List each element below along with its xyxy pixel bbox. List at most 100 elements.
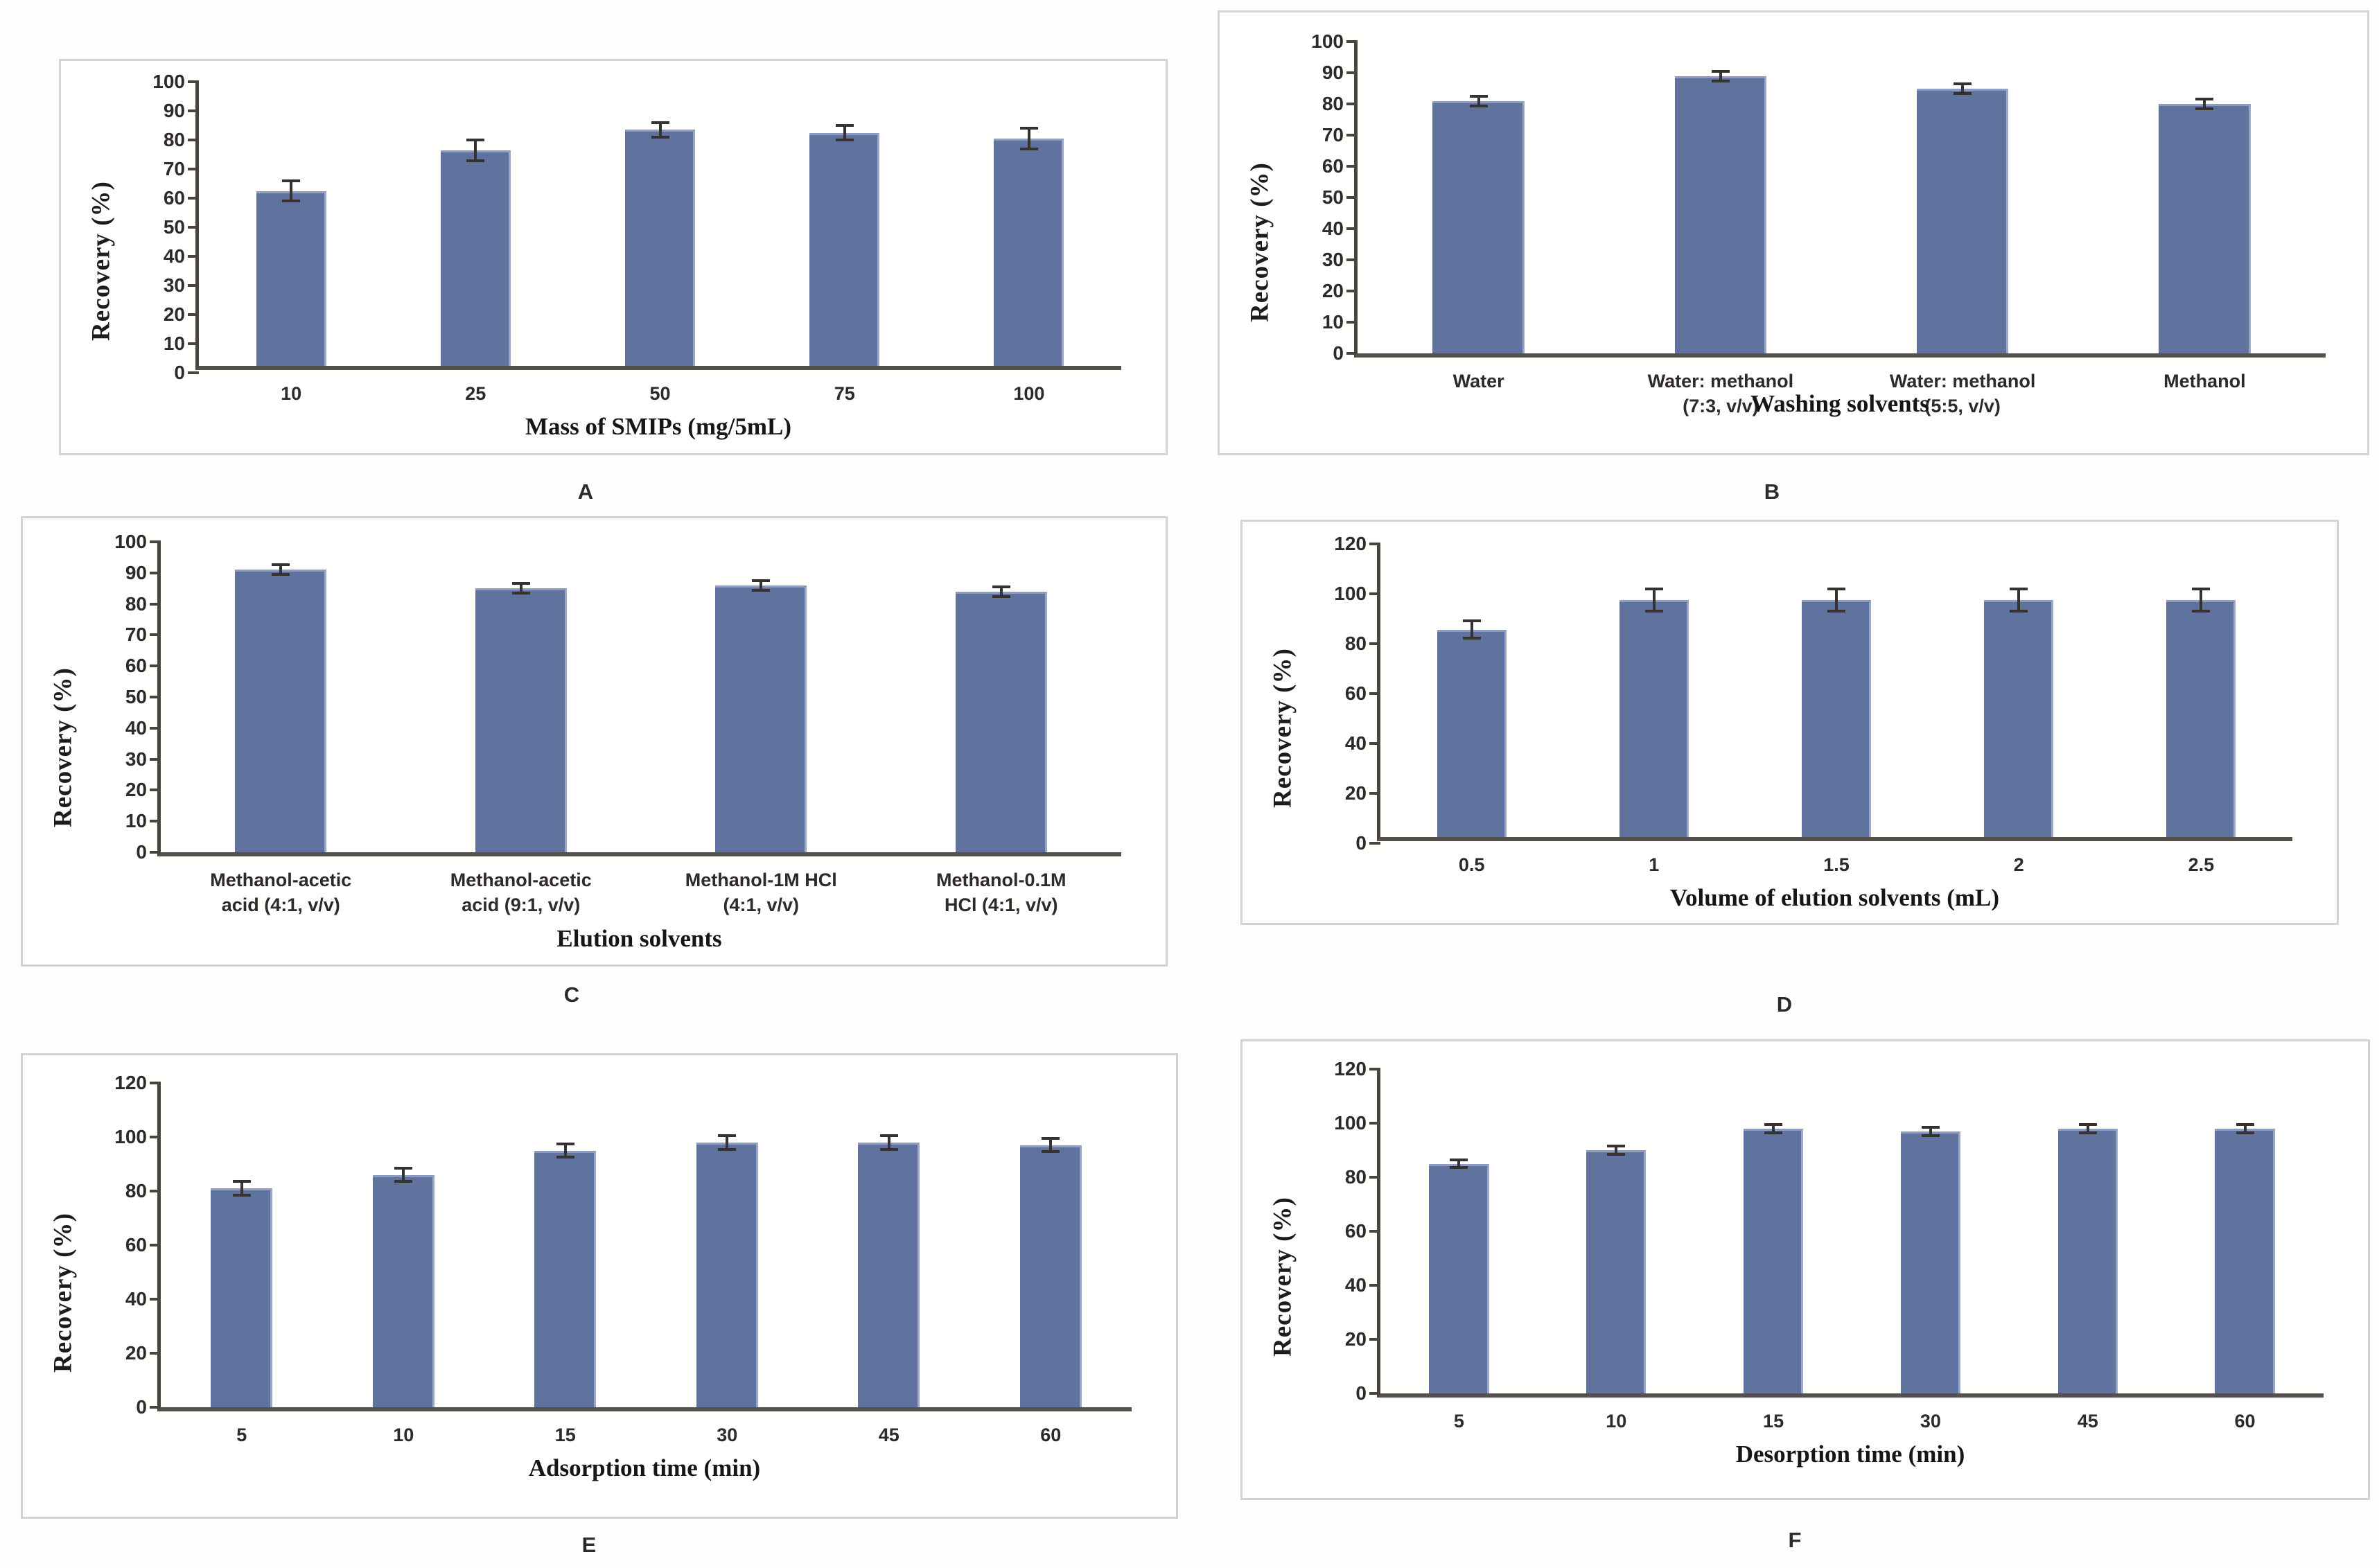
y-tick-label: 30 (125, 748, 147, 770)
bar-slot (1358, 42, 1599, 353)
y-tick-mark (1346, 71, 1358, 74)
x-category-label: 0.5 (1458, 854, 1485, 875)
x-category-row: 5 10 15 30 45 60 (161, 1411, 1132, 1447)
x-category-row: 0.5 1 1.5 2 2.5 (1380, 841, 2292, 877)
error-bar (752, 579, 771, 592)
bar-slot (484, 1083, 647, 1407)
y-tick-mark (1346, 134, 1358, 136)
y-tick-mark (150, 1298, 161, 1301)
y-tick-mark (1346, 258, 1358, 261)
error-bar (272, 563, 290, 576)
y-tick-label: 60 (1344, 682, 1367, 704)
y-tick-mark (1369, 1338, 1380, 1341)
x-category-row: Methanol-acetic acid (4:1, v/v) Methanol-… (161, 856, 1121, 918)
y-tick-mark (1369, 742, 1380, 745)
error-bar (282, 179, 301, 203)
y-tick-label: 50 (125, 686, 147, 707)
error-bar (2195, 98, 2214, 110)
bar-slot (2084, 42, 2326, 353)
bar-methanol-0-1m (955, 591, 1047, 852)
error-bar (1450, 1158, 1468, 1170)
y-tick-label: 0 (1355, 1382, 1367, 1404)
error-bar (466, 138, 485, 162)
x-category-label: 45 (2077, 1411, 2098, 1432)
y-tick-mark (188, 139, 199, 141)
y-tick-label: 10 (1322, 311, 1344, 333)
y-tick-mark (188, 80, 199, 83)
y-tick-label: 10 (163, 333, 185, 354)
y-tick-mark (1369, 792, 1380, 795)
bar-slot (753, 82, 937, 366)
y-tick-mark (1369, 1284, 1380, 1287)
chart-e: Recovery (%) 0 20 40 60 80 100 120 5 10 15 30 45 60 Ad… (41, 1072, 1152, 1503)
x-axis-title: Volume of elution solvents (mL) (1669, 884, 2000, 911)
plot-wrap: 0 20 40 60 80 100 120 5 10 15 30 45 60 Adsorption tim… (114, 1072, 1132, 1503)
panel-e-letter: E (581, 1533, 597, 1557)
bar-75 (809, 132, 880, 366)
x-category-label: 2.5 (2188, 854, 2215, 875)
chart-f: Recovery (%) 0 20 40 60 80 100 120 5 10 15 30 45 60 De… (1261, 1058, 2344, 1484)
y-tick-label: 10 (125, 810, 147, 832)
y-tick-mark (188, 342, 199, 345)
x-category-row: Water Water: methanol (7:3, v/v) Water: me… (1358, 358, 2326, 419)
y-tick-label: 20 (1344, 782, 1367, 804)
error-bar (232, 1180, 251, 1197)
y-tick-mark (150, 1244, 161, 1247)
chart-b: Recovery (%) 0 10 20 30 40 50 60 70 80 90 100 Water W… (1238, 30, 2346, 443)
bar-100 (994, 138, 1064, 366)
bar-2-5 (2166, 599, 2236, 837)
bar-slot (1563, 544, 1745, 837)
y-tick-mark (150, 571, 161, 574)
x-category-label: 30 (717, 1425, 738, 1445)
y-tick-label: 100 (1311, 30, 1344, 52)
x-category-label: 75 (834, 382, 855, 404)
y-tick-label: 20 (125, 1342, 147, 1364)
bar-slot (2166, 1069, 2324, 1393)
y-tick-mark (1369, 543, 1380, 545)
x-category-label: Water: methanol (5:5, v/v) (1889, 371, 2036, 417)
bar-slot (161, 1083, 323, 1407)
bar-slot (1538, 1069, 1695, 1393)
y-tick-mark (188, 255, 199, 258)
error-bar (2010, 587, 2028, 613)
plot-wrap: 0 20 40 60 80 100 120 0.5 1 1.5 2 2.5 Volume of elut… (1334, 533, 2292, 912)
x-axis-title: Mass of SMIPs (mg/5mL) (525, 413, 791, 440)
x-category-label: Water: methanol (7:3, v/v) (1647, 371, 1794, 417)
y-tick-mark (150, 757, 161, 761)
y-tick-label: 120 (1334, 533, 1367, 554)
y-tick-mark (1346, 103, 1358, 105)
y-tick-label: 90 (125, 561, 147, 583)
y-tick-mark (1369, 1392, 1380, 1395)
bar-slot (1695, 1069, 1852, 1393)
y-tick-mark (150, 1136, 161, 1138)
bar-water (1432, 100, 1525, 353)
y-tick-label: 120 (1334, 1058, 1367, 1080)
x-axis-title: Adsorption time (min) (528, 1454, 761, 1482)
y-axis-title: Recovery (%) (49, 667, 78, 828)
error-bar (394, 1166, 413, 1183)
y-tick-label: 100 (1334, 583, 1367, 604)
y-tick-mark (1346, 290, 1358, 292)
x-category-label: Methanol (2163, 371, 2246, 391)
error-bar (1711, 69, 1730, 82)
plot-area: 0 10 20 30 40 50 60 70 80 90 100 (114, 531, 1121, 863)
chart-a: Recovery (%) 0 10 20 30 40 50 60 70 80 90 100 10 25 50… (79, 71, 1142, 441)
bar-10 (1586, 1150, 1647, 1393)
y-tick-mark (1346, 165, 1358, 168)
x-category-row: 5 10 15 30 45 60 (1380, 1398, 2324, 1434)
bar-30 (696, 1142, 758, 1407)
error-bar (1764, 1123, 1783, 1134)
error-bar (2236, 1123, 2254, 1134)
y-axis-title: Recovery (%) (49, 1213, 78, 1373)
y-tick-mark (150, 1352, 161, 1355)
error-bar (1462, 619, 1481, 640)
y-tick-label: 30 (1322, 249, 1344, 270)
x-category-label: 1 (1649, 854, 1660, 875)
y-tick-mark (188, 197, 199, 200)
x-category-row: 10 25 50 75 100 (199, 370, 1121, 406)
bar-slot (161, 542, 401, 852)
plot-area: 0 20 40 60 80 100 120 (1334, 1058, 2324, 1404)
panel-a-letter: A (577, 479, 594, 504)
error-bar (1921, 1125, 1940, 1137)
